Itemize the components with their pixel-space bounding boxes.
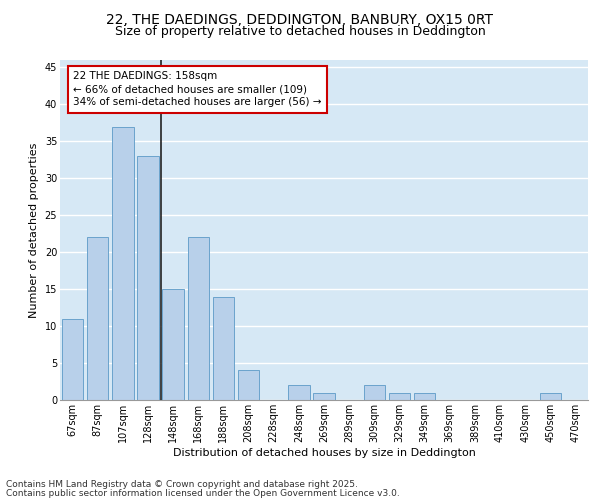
Y-axis label: Number of detached properties: Number of detached properties [29, 142, 39, 318]
Bar [313, 392, 335, 400]
Bar [112, 126, 134, 400]
X-axis label: Distribution of detached houses by size in Deddington: Distribution of detached houses by size … [173, 448, 475, 458]
Bar [213, 296, 234, 400]
Text: 22, THE DAEDINGS, DEDDINGTON, BANBURY, OX15 0RT: 22, THE DAEDINGS, DEDDINGTON, BANBURY, O… [107, 12, 493, 26]
Bar [238, 370, 259, 400]
Bar [137, 156, 158, 400]
Text: 22 THE DAEDINGS: 158sqm
← 66% of detached houses are smaller (109)
34% of semi-d: 22 THE DAEDINGS: 158sqm ← 66% of detache… [73, 71, 322, 108]
Bar [414, 392, 435, 400]
Text: Contains HM Land Registry data © Crown copyright and database right 2025.: Contains HM Land Registry data © Crown c… [6, 480, 358, 489]
Bar [539, 392, 561, 400]
Bar [62, 318, 83, 400]
Text: Contains public sector information licensed under the Open Government Licence v3: Contains public sector information licen… [6, 489, 400, 498]
Bar [364, 385, 385, 400]
Bar [188, 238, 209, 400]
Bar [288, 385, 310, 400]
Bar [87, 238, 109, 400]
Text: Size of property relative to detached houses in Deddington: Size of property relative to detached ho… [115, 25, 485, 38]
Bar [389, 392, 410, 400]
Bar [163, 289, 184, 400]
